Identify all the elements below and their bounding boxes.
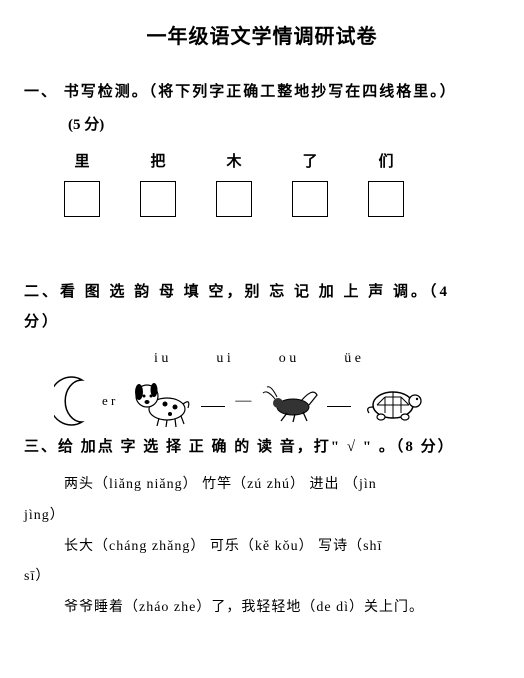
section1-points: (5 分) — [68, 113, 500, 134]
turtle-icon — [361, 379, 423, 424]
write-box[interactable] — [368, 181, 404, 217]
char-label: 了 — [292, 150, 328, 171]
q3-line2: 长大（cháng zhǎng） 可乐（kě kǒu） 写诗（shī — [64, 532, 500, 563]
pictures-row: e r — — [54, 371, 500, 431]
q3-line1-cont: jìng） — [24, 501, 500, 532]
vowel-option: u i — [216, 351, 230, 367]
dog-slot — [125, 374, 225, 429]
chars-row: 里 把 木 了 们 — [64, 150, 500, 171]
er-label: e r — [102, 393, 115, 409]
q3-line2-cont: sī） — [24, 562, 500, 593]
dash-separator: — — [235, 392, 251, 410]
q3-line1: 两头（liǎng niǎng） 竹竿（zú zhú） 进出 （jìn — [64, 470, 500, 501]
q3-line3: 爷爷睡着（zháo zhe）了，我轻轻地（de dì）关上门。 — [64, 593, 500, 624]
moon-slot: e r — [54, 376, 115, 426]
dog-icon — [125, 374, 195, 429]
vowel-option: i u — [154, 351, 168, 367]
blank-line[interactable] — [201, 395, 225, 407]
char-label: 们 — [368, 150, 404, 171]
section3-heading: 三、给 加点 字 选 择 正 确 的 读 音，打" √ " 。（8 分） — [24, 435, 500, 456]
section2-heading-line2: 分） — [24, 314, 60, 330]
write-box[interactable] — [216, 181, 252, 217]
char-label: 里 — [64, 150, 100, 171]
write-box[interactable] — [64, 181, 100, 217]
cricket-slot — [261, 379, 351, 424]
blank-line[interactable] — [327, 395, 351, 407]
turtle-slot — [361, 379, 423, 424]
cricket-icon — [261, 379, 321, 424]
section2-heading: 二、看 图 选 韵 母 填 空，别 忘 记 加 上 声 调。（4 分） — [24, 277, 500, 337]
write-box[interactable] — [292, 181, 328, 217]
vowel-option: o u — [279, 351, 297, 367]
char-label: 木 — [216, 150, 252, 171]
exam-title: 一年级语文学情调研试卷 — [24, 20, 500, 49]
vowel-option: ü e — [344, 351, 361, 367]
vowels-row: i u u i o u ü e — [154, 351, 500, 367]
char-label: 把 — [140, 150, 176, 171]
moon-icon — [54, 376, 96, 426]
section2-heading-line1: 二、看 图 选 韵 母 填 空，别 忘 记 加 上 声 调。（4 — [24, 284, 450, 300]
section1-heading: 一、 书写检测。（将下列字正确工整地抄写在四线格里。） — [24, 77, 500, 107]
write-box[interactable] — [140, 181, 176, 217]
boxes-row — [64, 181, 500, 217]
